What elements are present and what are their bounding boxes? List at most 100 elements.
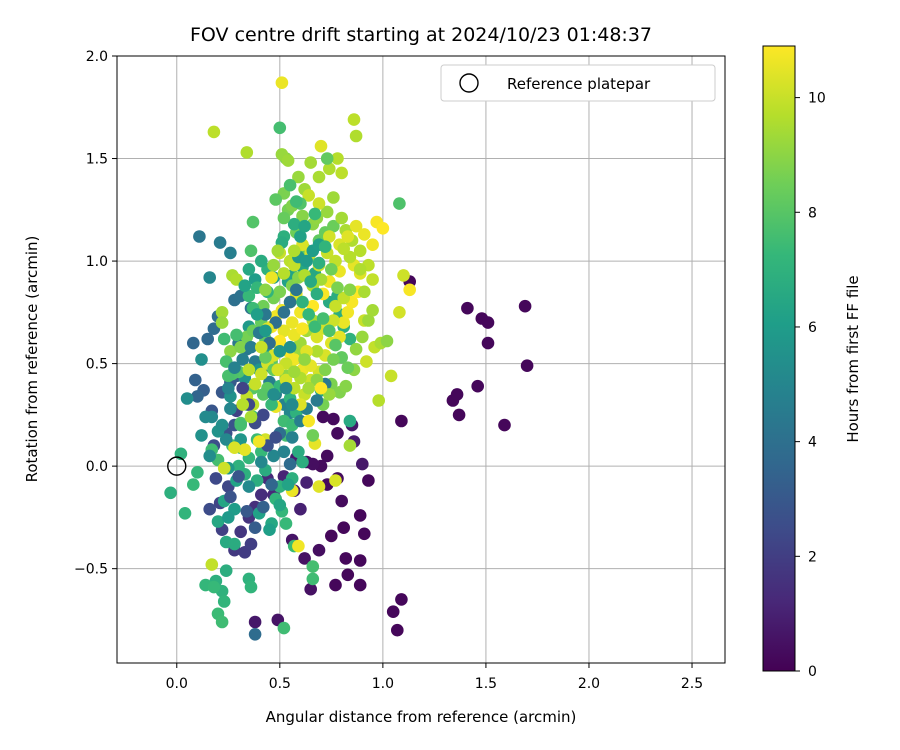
data-point [257, 388, 270, 401]
data-point [335, 211, 349, 225]
data-point [248, 628, 262, 641]
data-point [187, 336, 200, 350]
x-tick-label: 1.5 [475, 676, 497, 692]
data-point [263, 523, 276, 536]
data-point [252, 435, 266, 448]
data-point [242, 480, 256, 493]
data-point [259, 351, 272, 364]
data-point [316, 312, 330, 325]
data-point [230, 328, 243, 342]
data-point [281, 478, 295, 491]
data-point [306, 560, 320, 573]
legend-box [440, 64, 716, 102]
data-point [222, 511, 235, 524]
data-point [217, 461, 231, 475]
data-point [331, 152, 344, 165]
data-point [312, 197, 326, 210]
y-axis-label: Rotation from reference (arcmin) [23, 236, 41, 483]
data-point [343, 439, 357, 452]
data-point [386, 605, 400, 618]
data-point [273, 121, 287, 135]
data-point [304, 582, 318, 596]
data-point [339, 379, 353, 393]
colorbar-tick-label: 6 [808, 320, 817, 336]
data-point [296, 322, 309, 336]
data-point [329, 299, 342, 313]
data-point [520, 359, 534, 373]
data-point [366, 238, 379, 251]
y-tick-label: 0.0 [86, 459, 108, 475]
data-point [277, 324, 291, 338]
data-point [314, 273, 328, 286]
data-point [240, 146, 254, 159]
data-point [312, 480, 326, 493]
data-point [306, 572, 320, 586]
data-point [316, 410, 330, 424]
data-point [310, 345, 324, 358]
data-point [395, 414, 408, 428]
data-point [296, 209, 309, 223]
data-point [320, 205, 334, 219]
data-point [329, 578, 342, 592]
data-point [518, 299, 532, 313]
reference-platepar-marker [167, 456, 187, 476]
data-point [254, 367, 268, 381]
data-point [217, 332, 231, 346]
data-point [312, 256, 326, 270]
data-point [267, 258, 280, 272]
legend: Reference platepar [440, 64, 716, 102]
data-point [335, 494, 349, 508]
data-point [257, 408, 270, 422]
data-point [283, 340, 297, 354]
data-point [397, 269, 410, 282]
data-point [302, 414, 316, 428]
data-point [277, 445, 291, 459]
data-point [285, 316, 299, 329]
data-point [273, 498, 287, 512]
data-point [242, 289, 256, 303]
data-point [318, 363, 332, 377]
data-point [254, 254, 268, 268]
data-point [320, 152, 334, 165]
data-point [304, 275, 318, 288]
data-point [310, 330, 324, 344]
data-point [283, 457, 297, 471]
data-point [452, 408, 466, 422]
legend-marker-icon [459, 73, 479, 93]
data-point [215, 306, 229, 319]
data-points [164, 76, 534, 641]
data-point [244, 244, 258, 258]
data-point [195, 429, 208, 442]
data-point [283, 295, 297, 309]
x-tick-label: 1.0 [372, 676, 394, 692]
data-point [180, 392, 194, 405]
data-point [285, 431, 299, 444]
data-point [327, 191, 340, 204]
data-point [312, 543, 326, 557]
data-point [269, 193, 283, 206]
data-point [306, 429, 320, 442]
data-point [302, 189, 316, 202]
data-point [224, 345, 237, 358]
data-point [353, 244, 367, 258]
data-point [254, 488, 268, 502]
data-point [232, 470, 245, 483]
y-axis-ticks: −0.5 0.0 0.5 1.0 1.5 2.0 [74, 49, 117, 578]
colorbar-tick-label: 8 [808, 205, 817, 221]
data-point [203, 449, 216, 463]
data-point [271, 363, 285, 377]
data-point [244, 537, 258, 551]
data-point [207, 580, 221, 594]
data-point [403, 283, 417, 297]
data-point [290, 283, 303, 297]
data-point [343, 332, 357, 346]
data-point [203, 271, 216, 284]
data-point [287, 217, 301, 231]
data-point [238, 443, 252, 457]
data-point [308, 320, 322, 334]
data-point [267, 449, 280, 463]
data-point [331, 427, 344, 440]
data-point [234, 340, 247, 354]
data-point [213, 236, 227, 249]
data-point [228, 441, 241, 455]
